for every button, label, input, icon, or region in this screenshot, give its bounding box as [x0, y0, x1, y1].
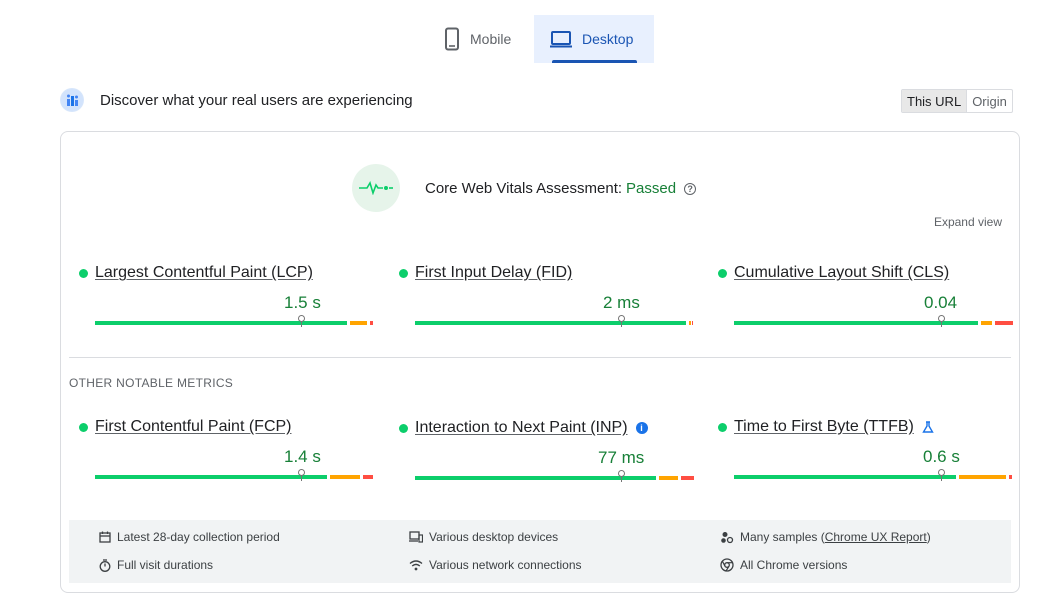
metric-value: 0.04 [924, 293, 958, 312]
info-icon[interactable]: i [635, 422, 648, 434]
network-info: Various network connections [409, 558, 582, 572]
metric-value: 77 ms [598, 448, 645, 467]
samples-info: Many samples (Chrome UX Report) [720, 530, 931, 544]
origin-button[interactable]: Origin [972, 93, 1007, 109]
device-tabs: Mobile Desktop [428, 15, 654, 63]
samples-suffix: ) [926, 530, 931, 544]
samples-icon [721, 531, 734, 543]
metric-value: 2 ms [603, 293, 640, 312]
divider [69, 357, 1011, 358]
pulse-icon [352, 164, 400, 212]
metric-value: 0.6 s [923, 447, 960, 466]
good-dot-icon [79, 422, 88, 432]
distribution-bar [415, 476, 694, 480]
assessment-label: Core Web Vitals Assessment: [425, 180, 623, 197]
visit-durations-text: Full visit durations [117, 558, 214, 572]
metric-ttfb: Time to First Byte (TTFB) 0.6 s [718, 417, 1014, 481]
timer-icon [99, 558, 111, 572]
metric-name[interactable]: Time to First Byte (TTFB) [734, 418, 914, 435]
good-dot-icon [718, 422, 727, 432]
metric-value: 1.5 s [284, 293, 321, 312]
wifi-icon [409, 560, 423, 571]
good-dot-icon [79, 268, 88, 278]
phone-icon [445, 27, 459, 51]
metric-name[interactable]: Largest Contentful Paint (LCP) [95, 264, 313, 281]
good-dot-icon [718, 268, 727, 278]
visit-durations: Full visit durations [99, 558, 213, 572]
other-metrics-heading: OTHER NOTABLE METRICS [69, 376, 234, 390]
expand-view-button[interactable]: Expand view [933, 215, 1002, 229]
metric-name[interactable]: Cumulative Layout Shift (CLS) [734, 264, 950, 281]
collection-period-text: Latest 28-day collection period [117, 530, 280, 544]
percentile-marker [618, 470, 625, 482]
assessment-status: Passed [626, 180, 677, 197]
devices-text: Various desktop devices [429, 530, 559, 544]
discover-row: Discover what your real users are experi… [60, 88, 413, 112]
samples-prefix: Many samples ( [740, 530, 825, 544]
metric-value: 1.4 s [284, 447, 321, 466]
chrome-versions-text: All Chrome versions [740, 558, 848, 572]
calendar-icon [99, 531, 111, 543]
percentile-marker [298, 469, 305, 481]
chrome-versions-info: All Chrome versions [720, 558, 847, 572]
devices-info: Various desktop devices [409, 530, 558, 544]
distribution-bar [95, 475, 373, 479]
chrome-icon [720, 558, 734, 572]
url-origin-toggle: This URL Origin [901, 89, 1013, 113]
tab-mobile-label: Mobile [470, 31, 512, 47]
metric-inp: Interaction to Next Paint (INP) i 77 ms [399, 418, 695, 482]
this-url-button[interactable]: This URL [902, 90, 968, 112]
discover-text: Discover what your real users are experi… [100, 91, 413, 109]
metric-name[interactable]: Interaction to Next Paint (INP) [415, 419, 628, 436]
metric-cls: Cumulative Layout Shift (CLS) 0.04 [718, 263, 1014, 327]
tab-mobile[interactable]: Mobile [428, 15, 534, 63]
distribution-bar [734, 321, 1013, 325]
tab-desktop-label: Desktop [582, 31, 634, 47]
metric-lcp: Largest Contentful Paint (LCP) 1.5 s [79, 263, 375, 327]
tab-desktop[interactable]: Desktop [534, 15, 654, 63]
percentile-marker [938, 469, 945, 481]
help-icon[interactable]: ? [684, 182, 697, 195]
metric-name[interactable]: First Input Delay (FID) [415, 264, 573, 281]
percentile-marker [618, 315, 625, 327]
distribution-bar [734, 475, 1012, 479]
distribution-bar [95, 321, 373, 325]
collection-period: Latest 28-day collection period [99, 530, 280, 544]
laptop-icon [550, 31, 572, 48]
chrome-ux-report-link[interactable]: Chrome UX Report [824, 530, 927, 544]
network-text: Various network connections [429, 558, 582, 572]
metric-name[interactable]: First Contentful Paint (FCP) [95, 418, 292, 435]
good-dot-icon [399, 268, 408, 278]
metric-fcp: First Contentful Paint (FCP) 1.4 s [79, 417, 375, 481]
distribution-bar [415, 321, 693, 325]
assessment-title: Core Web Vitals Assessment: Passed ? [425, 180, 697, 197]
field-data-card: Core Web Vitals Assessment: Passed ? Exp… [60, 131, 1020, 593]
collection-info-footer: Latest 28-day collection period Various … [69, 520, 1011, 583]
crux-users-icon [60, 88, 84, 112]
percentile-marker [938, 315, 945, 327]
devices-icon [409, 531, 423, 543]
metric-fid: First Input Delay (FID) 2 ms [399, 263, 695, 327]
flask-icon [922, 421, 934, 433]
good-dot-icon [399, 423, 408, 433]
percentile-marker [298, 315, 305, 327]
